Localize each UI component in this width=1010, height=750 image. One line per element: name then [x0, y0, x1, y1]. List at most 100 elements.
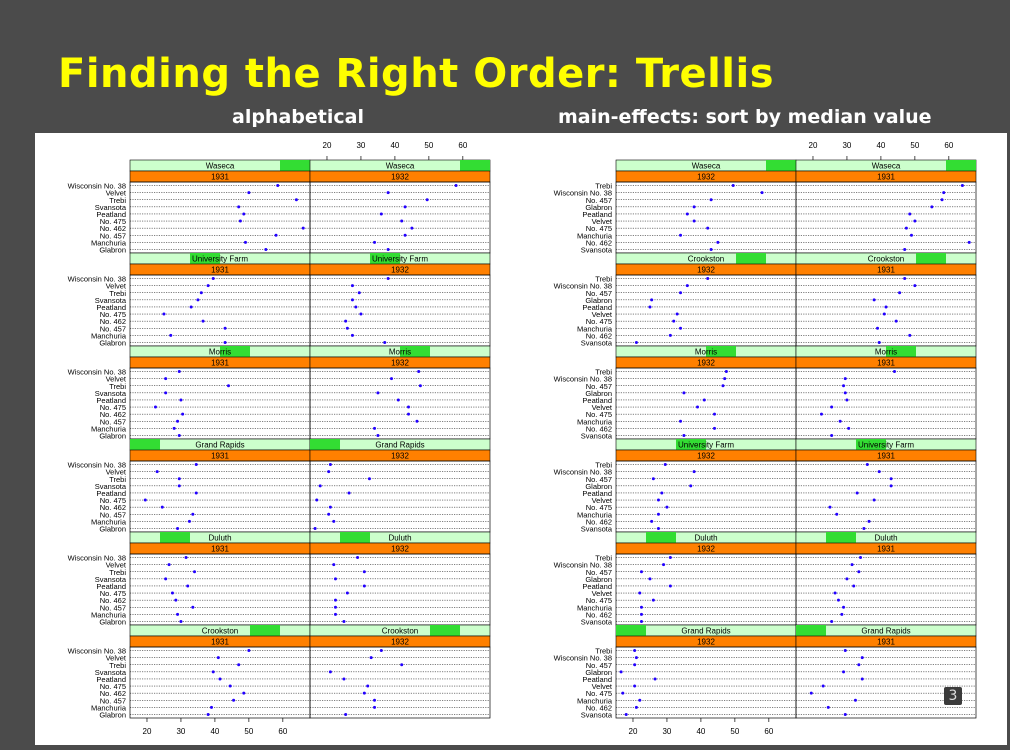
data-point — [723, 377, 727, 381]
strip-site-label: Waseca — [386, 162, 415, 171]
data-point — [679, 233, 683, 237]
data-point — [379, 212, 383, 216]
data-point — [940, 198, 944, 202]
data-point — [294, 198, 298, 202]
variety-label: No. 462 — [586, 238, 612, 247]
data-point — [882, 312, 886, 316]
variety-label: No. 457 — [100, 696, 126, 705]
data-point — [706, 226, 710, 230]
variety-label: Velvet — [592, 682, 613, 691]
data-point — [164, 391, 168, 395]
strip-year-label: 1932 — [697, 266, 715, 275]
variety-label: Trebi — [109, 661, 126, 670]
data-point — [843, 391, 847, 395]
data-point — [417, 370, 421, 374]
strip-year-label: 1931 — [211, 173, 229, 182]
plot-frame — [309, 646, 491, 719]
data-point — [373, 426, 377, 430]
strip-year-label: 1931 — [211, 545, 229, 554]
data-point — [860, 656, 864, 660]
data-point — [332, 563, 336, 567]
variety-label: Svansota — [581, 710, 613, 719]
data-point — [228, 684, 232, 688]
data-point — [908, 333, 912, 337]
data-point — [843, 377, 847, 381]
data-point — [651, 598, 655, 602]
data-point — [696, 405, 700, 409]
variety-label: Peatland — [582, 582, 612, 591]
variety-label: No. 457 — [100, 324, 126, 333]
data-point — [386, 247, 390, 251]
data-point — [702, 398, 706, 402]
data-point — [193, 570, 197, 574]
strip-site-indicator — [766, 160, 796, 171]
data-point — [350, 284, 354, 288]
variety-label: Svansota — [95, 482, 127, 491]
strip-site-label: Crookston — [382, 627, 418, 636]
variety-label: Trebi — [109, 289, 126, 298]
variety-label: Peatland — [96, 303, 126, 312]
strip-year-label: 1931 — [877, 452, 895, 461]
strip-site-label: Grand Rapids — [195, 441, 244, 450]
variety-label: Svansota — [581, 431, 613, 440]
data-point — [211, 670, 215, 674]
data-point — [809, 691, 813, 695]
variety-label: No. 462 — [586, 610, 612, 619]
data-point — [639, 612, 643, 616]
data-point — [211, 277, 215, 281]
data-point — [350, 298, 354, 302]
variety-label: Trebi — [595, 461, 612, 470]
variety-label: Svansota — [581, 617, 613, 626]
data-point — [685, 212, 689, 216]
variety-label: Manchuria — [91, 703, 127, 712]
strip-year-label: 1932 — [697, 638, 715, 647]
variety-label: No. 457 — [586, 475, 612, 484]
x-tick-label-top: 60 — [458, 141, 467, 150]
data-point — [333, 605, 337, 609]
page-number-badge: 3 — [944, 687, 962, 705]
data-point — [400, 219, 404, 223]
strip-year-label: 1931 — [877, 545, 895, 554]
variety-label: Trebi — [109, 382, 126, 391]
data-point — [889, 477, 893, 481]
data-point — [842, 605, 846, 609]
strip-year-label: 1932 — [697, 545, 715, 554]
strip-site-label: Waseca — [872, 162, 901, 171]
variety-label: Svansota — [581, 338, 613, 347]
strip-site-indicator — [190, 253, 220, 264]
variety-label: Svansota — [95, 389, 127, 398]
strip-year-label: 1932 — [391, 359, 409, 368]
data-point — [191, 512, 195, 516]
variety-label: No. 475 — [586, 224, 612, 233]
data-point — [672, 319, 676, 323]
strip-year-label: 1931 — [877, 359, 895, 368]
data-point — [386, 191, 390, 195]
strip-site-label: Duluth — [208, 534, 231, 543]
data-point — [390, 377, 394, 381]
variety-label: No. 475 — [100, 310, 126, 319]
data-point — [712, 412, 716, 416]
strip-site-label: Waseca — [206, 162, 235, 171]
data-point — [638, 698, 642, 702]
variety-label: No. 462 — [586, 517, 612, 526]
strip-year-label: 1932 — [391, 638, 409, 647]
data-point — [318, 484, 322, 488]
x-tick-label-top: 30 — [356, 141, 365, 150]
variety-label: Velvet — [106, 561, 127, 570]
data-point — [196, 298, 200, 302]
data-point — [908, 212, 912, 216]
x-tick-label-bottom: 20 — [143, 727, 152, 736]
data-point — [328, 505, 332, 509]
data-point — [333, 577, 337, 581]
data-point — [859, 556, 863, 560]
strip-year-label: 1931 — [877, 173, 895, 182]
data-point — [828, 505, 832, 509]
variety-label: Glabron — [585, 668, 612, 677]
variety-label: Peatland — [582, 303, 612, 312]
x-tick-label-top: 50 — [910, 141, 919, 150]
slide-title: Finding the Right Order: Trellis — [58, 51, 775, 97]
variety-label: Svansota — [95, 668, 127, 677]
variety-label: No. 475 — [586, 689, 612, 698]
data-point — [379, 649, 383, 653]
data-point — [418, 384, 422, 388]
